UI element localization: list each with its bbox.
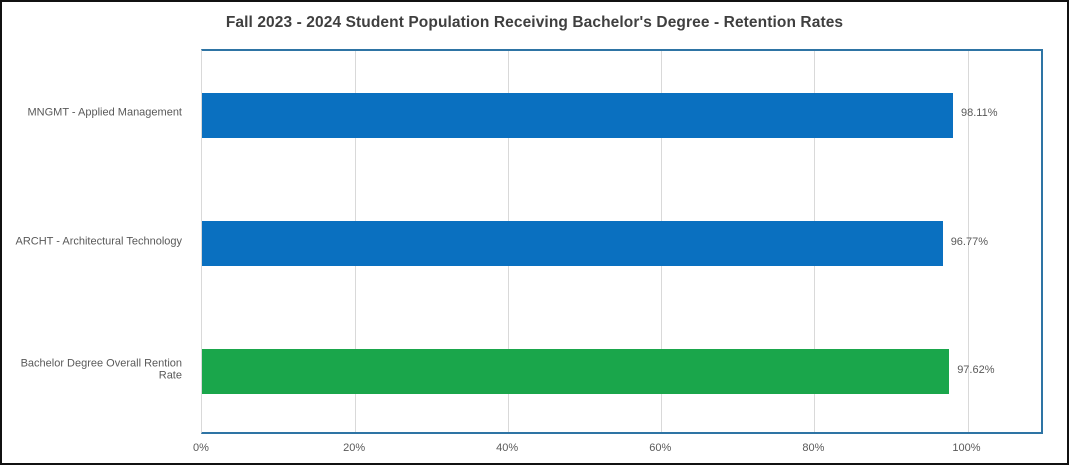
x-tick-label: 0% bbox=[193, 442, 209, 454]
x-tick-label: 80% bbox=[802, 442, 825, 454]
chart-title: Fall 2023 - 2024 Student Population Rece… bbox=[225, 14, 844, 31]
plot-area bbox=[201, 49, 1043, 434]
data-label: 98.11% bbox=[961, 107, 998, 120]
x-gridline-100% bbox=[967, 51, 969, 432]
category-label: ARCHT - Architectural Technology bbox=[15, 235, 183, 248]
bar-3 bbox=[202, 349, 950, 395]
x-tick-label: 20% bbox=[343, 442, 366, 454]
category-label: Bachelor Degree Overall Rention Rate bbox=[20, 357, 182, 382]
x-tick-label: 100% bbox=[952, 442, 981, 454]
x-tick-label: 40% bbox=[496, 442, 519, 454]
category-label: MNGMT - Applied Management bbox=[27, 106, 182, 119]
x-tick-label: 60% bbox=[649, 442, 672, 454]
bar-1 bbox=[202, 92, 953, 138]
data-label: 97.62% bbox=[957, 363, 995, 376]
bar-2 bbox=[202, 221, 943, 266]
data-label: 96.77% bbox=[950, 235, 988, 248]
